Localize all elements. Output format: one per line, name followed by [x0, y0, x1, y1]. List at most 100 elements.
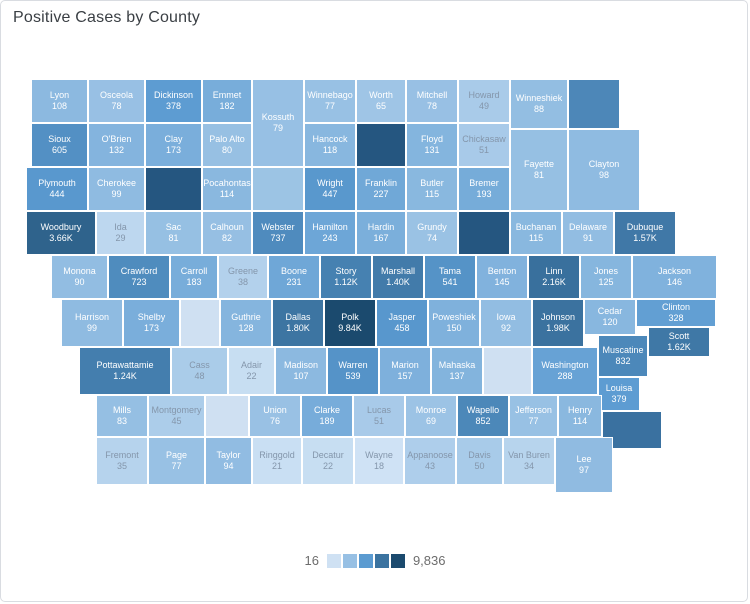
county-greene[interactable]: Greene 38: [218, 255, 268, 299]
county-guthrie[interactable]: Guthrie 128: [220, 299, 272, 347]
county-name-label: Van Buren: [508, 450, 550, 460]
county-delaware[interactable]: Delaware 91: [562, 211, 614, 255]
county-shelby[interactable]: Shelby 173: [123, 299, 180, 347]
county-boone[interactable]: Boone 231: [268, 255, 320, 299]
county-washington[interactable]: Washington 288: [532, 347, 598, 395]
county-clarke[interactable]: Clarke 189: [301, 395, 353, 437]
county-o-brien[interactable]: O'Brien 132: [88, 123, 145, 167]
county-franklin[interactable]: Franklin 227: [356, 167, 406, 211]
county-union[interactable]: Union 76: [249, 395, 301, 437]
county-lucas[interactable]: Lucas 51: [353, 395, 405, 437]
county-cedar[interactable]: Cedar 120: [584, 299, 636, 335]
county-jackson[interactable]: Jackson 146: [632, 255, 717, 299]
county-hardin[interactable]: Hardin 167: [356, 211, 406, 255]
county-clay[interactable]: Clay 173: [145, 123, 202, 167]
county-wapello[interactable]: Wapello 852: [457, 395, 509, 437]
county-kossuth[interactable]: Kossuth 79: [252, 79, 304, 167]
county-region[interactable]: [145, 167, 202, 211]
county-worth[interactable]: Worth 65: [356, 79, 406, 123]
county-grundy[interactable]: Grundy 74: [406, 211, 458, 255]
county-iowa[interactable]: Iowa 92: [480, 299, 532, 347]
county-wright[interactable]: Wright 447: [304, 167, 356, 211]
county-fayette[interactable]: Fayette 81: [510, 129, 568, 211]
county-region[interactable]: [568, 79, 620, 129]
county-region[interactable]: [205, 395, 249, 437]
county-johnson[interactable]: Johnson 1.98K: [532, 299, 584, 347]
county-plymouth[interactable]: Plymouth 444: [26, 167, 88, 211]
county-mitchell[interactable]: Mitchell 78: [406, 79, 458, 123]
county-pottawattamie[interactable]: Pottawattamie 1.24K: [79, 347, 171, 395]
county-howard[interactable]: Howard 49: [458, 79, 510, 123]
county-henry[interactable]: Henry 114: [558, 395, 602, 437]
county-tama[interactable]: Tama 541: [424, 255, 476, 299]
county-value-label: 51: [373, 416, 384, 426]
county-emmet[interactable]: Emmet 182: [202, 79, 252, 123]
county-monroe[interactable]: Monroe 69: [405, 395, 457, 437]
county-madison[interactable]: Madison 107: [275, 347, 327, 395]
county-decatur[interactable]: Decatur 22: [302, 437, 354, 485]
county-warren[interactable]: Warren 539: [327, 347, 379, 395]
county-pocahontas[interactable]: Pocahontas 114: [202, 167, 252, 211]
county-carroll[interactable]: Carroll 183: [170, 255, 218, 299]
county-linn[interactable]: Linn 2.16K: [528, 255, 580, 299]
county-benton[interactable]: Benton 145: [476, 255, 528, 299]
county-dallas[interactable]: Dallas 1.80K: [272, 299, 324, 347]
county-clinton[interactable]: Clinton 328: [636, 299, 716, 327]
county-region[interactable]: [180, 299, 220, 347]
county-webster[interactable]: Webster 737: [252, 211, 304, 255]
county-hamilton[interactable]: Hamilton 243: [304, 211, 356, 255]
county-buchanan[interactable]: Buchanan 115: [510, 211, 562, 255]
county-clayton[interactable]: Clayton 98: [568, 129, 640, 211]
county-story[interactable]: Story 1.12K: [320, 255, 372, 299]
county-dickinson[interactable]: Dickinson 378: [145, 79, 202, 123]
county-region[interactable]: [356, 123, 406, 167]
county-van-buren[interactable]: Van Buren 34: [503, 437, 555, 485]
county-adair[interactable]: Adair 22: [228, 347, 275, 395]
county-sioux[interactable]: Sioux 605: [31, 123, 88, 167]
county-jasper[interactable]: Jasper 458: [376, 299, 428, 347]
county-sac[interactable]: Sac 81: [145, 211, 202, 255]
county-bremer[interactable]: Bremer 193: [458, 167, 510, 211]
county-woodbury[interactable]: Woodbury 3.66K: [26, 211, 96, 255]
county-marion[interactable]: Marion 157: [379, 347, 431, 395]
county-palo-alto[interactable]: Palo Alto 80: [202, 123, 252, 167]
county-winnebago[interactable]: Winnebago 77: [304, 79, 356, 123]
county-osceola[interactable]: Osceola 78: [88, 79, 145, 123]
county-floyd[interactable]: Floyd 131: [406, 123, 458, 167]
county-ida[interactable]: Ida 29: [96, 211, 145, 255]
county-montgomery[interactable]: Montgomery 45: [148, 395, 205, 437]
county-appanoose[interactable]: Appanoose 43: [404, 437, 456, 485]
county-muscatine[interactable]: Muscatine 832: [598, 335, 648, 377]
county-butler[interactable]: Butler 115: [406, 167, 458, 211]
county-wayne[interactable]: Wayne 18: [354, 437, 404, 485]
county-jefferson[interactable]: Jefferson 77: [509, 395, 558, 437]
county-region[interactable]: [483, 347, 532, 395]
county-lee[interactable]: Lee 97: [555, 437, 613, 493]
county-mahaska[interactable]: Mahaska 137: [431, 347, 483, 395]
county-dubuque[interactable]: Dubuque 1.57K: [614, 211, 676, 255]
county-cherokee[interactable]: Cherokee 99: [88, 167, 145, 211]
county-scott[interactable]: Scott 1.62K: [648, 327, 710, 357]
county-hancock[interactable]: Hancock 118: [304, 123, 356, 167]
county-monona[interactable]: Monona 90: [51, 255, 108, 299]
county-marshall[interactable]: Marshall 1.40K: [372, 255, 424, 299]
county-davis[interactable]: Davis 50: [456, 437, 503, 485]
county-taylor[interactable]: Taylor 94: [205, 437, 252, 485]
county-winneshiek[interactable]: Winneshiek 88: [510, 79, 568, 129]
county-lyon[interactable]: Lyon 108: [31, 79, 88, 123]
county-harrison[interactable]: Harrison 99: [61, 299, 123, 347]
county-cass[interactable]: Cass 48: [171, 347, 228, 395]
county-ringgold[interactable]: Ringgold 21: [252, 437, 302, 485]
county-region[interactable]: [458, 211, 510, 255]
county-region[interactable]: [252, 167, 304, 211]
county-poweshiek[interactable]: Poweshiek 150: [428, 299, 480, 347]
county-louisa[interactable]: Louisa 379: [598, 377, 640, 411]
county-mills[interactable]: Mills 83: [96, 395, 148, 437]
county-calhoun[interactable]: Calhoun 82: [202, 211, 252, 255]
county-fremont[interactable]: Fremont 35: [96, 437, 148, 485]
county-jones[interactable]: Jones 125: [580, 255, 632, 299]
county-page[interactable]: Page 77: [148, 437, 205, 485]
county-crawford[interactable]: Crawford 723: [108, 255, 170, 299]
county-polk[interactable]: Polk 9.84K: [324, 299, 376, 347]
county-chickasaw[interactable]: Chickasaw 51: [458, 123, 510, 167]
